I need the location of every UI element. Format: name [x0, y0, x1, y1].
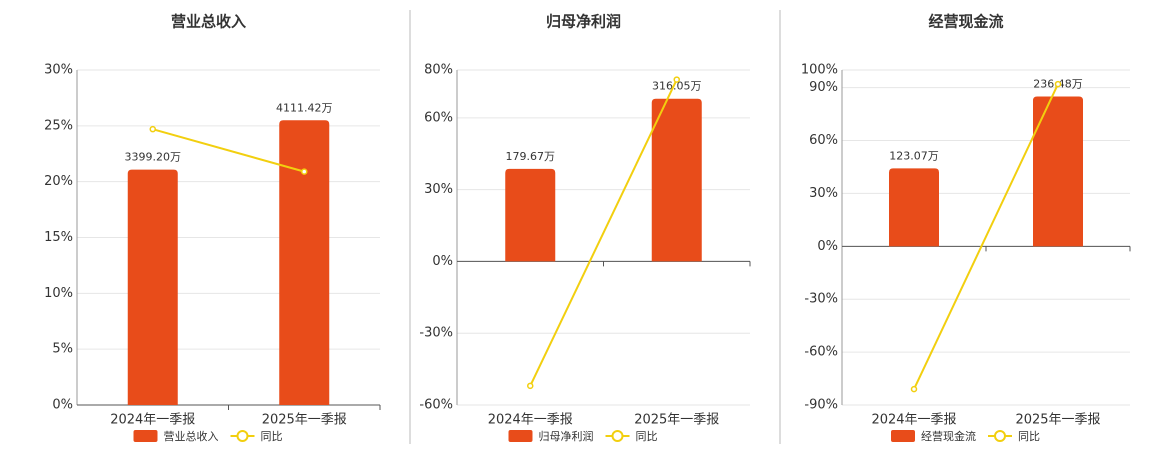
legend-swatch	[133, 430, 158, 442]
y-tick-label: 25%	[44, 118, 73, 133]
data-label: 179.67万	[506, 150, 556, 163]
chart-title: 归母净利润	[546, 13, 621, 31]
y-tick-label: 15%	[44, 230, 73, 245]
legend-swatch	[508, 430, 533, 442]
x-tick-label: 2025年一季报	[1015, 413, 1100, 428]
x-tick-label: 2024年一季报	[488, 413, 573, 428]
line-point	[1054, 80, 1062, 88]
legend-marker	[236, 430, 249, 442]
line	[152, 128, 305, 173]
legend-swatch	[891, 430, 915, 442]
line-point	[301, 168, 308, 175]
line-point	[149, 125, 156, 133]
y-tick-label: 0%	[817, 239, 838, 254]
y-tick-label: 60%	[424, 110, 453, 125]
y-tick-label: 20%	[44, 174, 73, 189]
legend-label: 归母净利润	[539, 429, 594, 443]
y-tick-label: 60%	[809, 133, 838, 148]
y-tick-label: 80%	[424, 63, 453, 78]
y-tick-label: 0%	[432, 254, 453, 269]
y-tick-label: -60%	[804, 345, 838, 360]
legend-label: 经营现金流	[921, 429, 976, 443]
y-tick-label: -30%	[804, 292, 838, 307]
y-tick-label: 10%	[44, 286, 73, 301]
legend-label: 同比	[1018, 430, 1040, 443]
legend-label: 营业总收入	[164, 429, 219, 443]
y-tick-label: 90%	[809, 80, 838, 95]
y-tick-label: -30%	[419, 326, 453, 341]
bar	[1033, 96, 1083, 247]
line-point	[527, 382, 534, 390]
y-tick-label: -90%	[804, 398, 838, 413]
x-tick-label: 2024年一季报	[871, 413, 956, 428]
data-label: 123.07万	[889, 149, 939, 162]
line	[529, 79, 678, 387]
chart-title: 经营现金流	[928, 13, 1003, 31]
bar	[505, 168, 556, 262]
bar	[127, 169, 178, 405]
line	[913, 83, 1059, 390]
bar	[279, 120, 330, 405]
y-tick-label: 30%	[44, 63, 73, 78]
legend-label: 同比	[261, 430, 283, 443]
legend-marker	[611, 430, 624, 442]
y-tick-label: 30%	[424, 182, 453, 197]
y-tick-label: 30%	[809, 186, 838, 201]
x-tick-label: 2024年一季报	[110, 413, 195, 428]
chart-title: 营业总收入	[171, 13, 246, 31]
y-tick-label: -60%	[419, 398, 453, 413]
legend-marker	[994, 430, 1006, 442]
line-point	[910, 385, 918, 393]
data-label: 4111.42万	[276, 101, 333, 114]
data-label: 316.05万	[652, 80, 702, 93]
legend-label: 同比	[636, 430, 658, 443]
x-tick-label: 2025年一季报	[262, 413, 347, 428]
y-tick-label: 100%	[801, 63, 838, 78]
bar	[889, 168, 939, 247]
data-label: 3399.20万	[125, 151, 182, 164]
y-tick-label: 0%	[52, 398, 73, 413]
y-tick-label: 5%	[52, 342, 73, 357]
x-tick-label: 2025年一季报	[634, 413, 719, 428]
line-point	[673, 76, 680, 83]
bar	[651, 98, 702, 262]
